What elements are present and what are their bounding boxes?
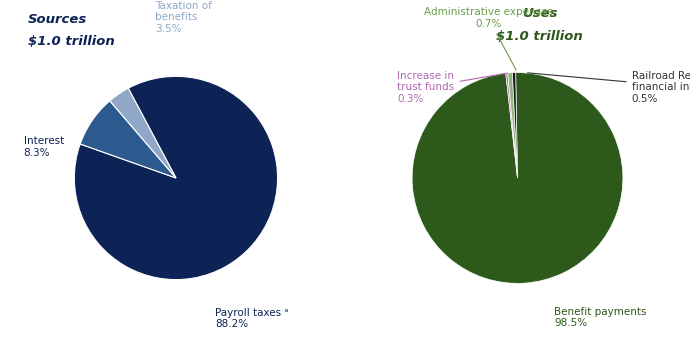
Wedge shape <box>80 101 176 178</box>
Text: $1.0 trillion: $1.0 trillion <box>496 30 583 43</box>
Text: Increase in
trust funds
0.3%: Increase in trust funds 0.3% <box>397 71 507 104</box>
Text: Interest
8.3%: Interest 8.3% <box>23 136 63 158</box>
Wedge shape <box>506 73 518 178</box>
Text: $1.0 trillion: $1.0 trillion <box>28 35 115 48</box>
Text: Payroll taxes ᵃ
88.2%: Payroll taxes ᵃ 88.2% <box>215 308 289 330</box>
Text: Railroad Retirement
financial interchange
0.5%: Railroad Retirement financial interchang… <box>528 71 690 104</box>
Wedge shape <box>513 73 518 178</box>
Wedge shape <box>412 73 623 283</box>
Wedge shape <box>508 73 518 178</box>
Text: Benefit payments
98.5%: Benefit payments 98.5% <box>554 307 647 328</box>
Wedge shape <box>110 88 176 178</box>
Wedge shape <box>75 76 277 280</box>
Text: Administrative expenses
0.7%: Administrative expenses 0.7% <box>424 7 553 70</box>
Text: Taxation of
benefits
3.5%: Taxation of benefits 3.5% <box>155 1 212 34</box>
Text: Uses: Uses <box>522 7 558 20</box>
Text: Sources: Sources <box>28 13 87 25</box>
